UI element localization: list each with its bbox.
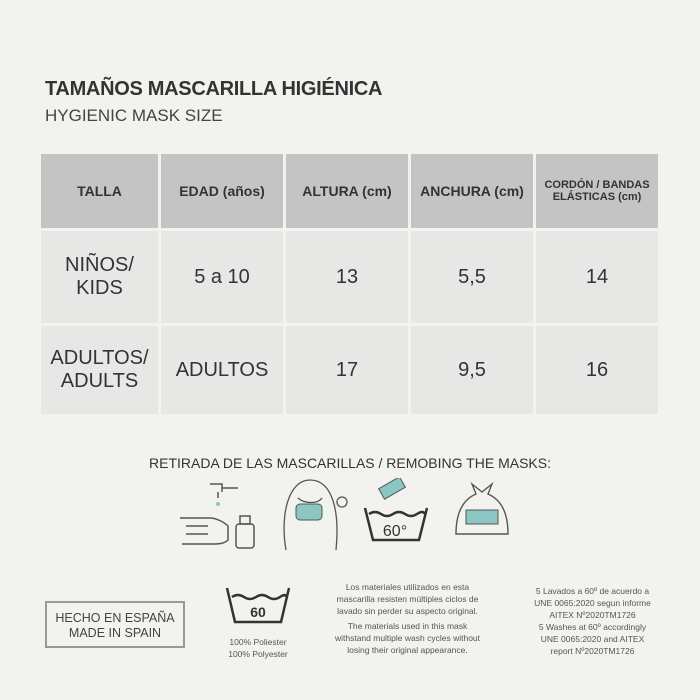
table-cell: 13: [286, 231, 408, 323]
material-es: 100% Poliester: [229, 637, 287, 647]
table-cell: 5,5: [411, 231, 533, 323]
cert-en: 5 Washes at 60º accordingly UNE 0065:202…: [538, 622, 647, 656]
page-subtitle: HYGIENIC MASK SIZE: [45, 106, 223, 125]
size-table: TALLA EDAD (años) ALTURA (cm) ANCHURA (c…: [38, 151, 661, 417]
table-row: NIÑOS/ KIDS 5 a 10 13 5,5 14: [41, 231, 658, 323]
table-cell: 16: [536, 326, 658, 414]
table-cell: NIÑOS/ KIDS: [41, 231, 158, 323]
table-cell: 5 a 10: [161, 231, 283, 323]
cert-es: 5 Lavados a 60º de acuerdo a UNE 0065:20…: [534, 586, 651, 620]
table-cell: ADULTOS/ ADULTS: [41, 326, 158, 414]
wash-symbol-icon: 60: [225, 587, 291, 624]
material-en: 100% Polyester: [228, 649, 288, 659]
mask-bag-icon: [455, 481, 509, 535]
table-cell: 17: [286, 326, 408, 414]
table-cell: ADULTOS: [161, 326, 283, 414]
made-in-en: MADE IN SPAIN: [68, 626, 162, 640]
page-title: TAMAÑOS MASCARILLA HIGIÉNICA: [45, 78, 383, 100]
hand-wash-icon: [180, 483, 255, 549]
col-header: CORDÓN / BANDAS ELÁSTICAS (cm): [536, 154, 658, 228]
table-cell: 9,5: [411, 326, 533, 414]
person-removing-mask-icon: [283, 479, 348, 551]
table-cell: 14: [536, 231, 658, 323]
durability-es: Los materiales utilizados en esta mascar…: [336, 582, 479, 616]
col-header: ALTURA (cm): [286, 154, 408, 228]
table-header-row: TALLA EDAD (años) ALTURA (cm) ANCHURA (c…: [41, 154, 658, 228]
made-in-spain-label: HECHO EN ESPAÑA MADE IN SPAIN: [45, 601, 185, 648]
table-row: ADULTOS/ ADULTS ADULTOS 17 9,5 16: [41, 326, 658, 414]
durability-en: The materials used in this mask withstan…: [334, 621, 481, 655]
wash-temp: 60°: [383, 523, 407, 540]
made-in-es: HECHO EN ESPAÑA: [55, 611, 175, 625]
wash-symbol-temp: 60: [250, 604, 266, 620]
col-header: ANCHURA (cm): [411, 154, 533, 228]
removal-title: RETIRADA DE LAS MASCARILLAS / REMOBING T…: [149, 455, 551, 471]
wash-60-icon: 60°: [363, 478, 429, 542]
col-header: TALLA: [41, 154, 158, 228]
col-header: EDAD (años): [161, 154, 283, 228]
